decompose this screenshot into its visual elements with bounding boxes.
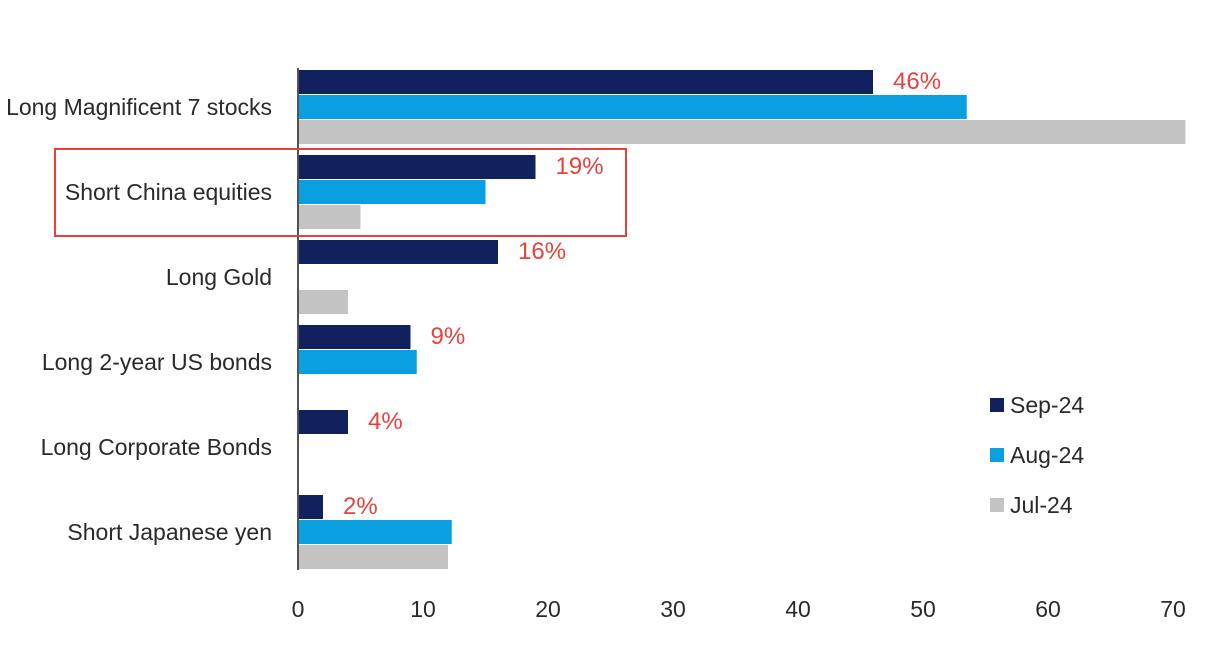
data-label-short-japanese-yen: 2% bbox=[343, 493, 378, 520]
legend-label-sep-24: Sep-24 bbox=[1010, 392, 1084, 418]
bar-long-2-year-us-bonds-sep-24 bbox=[299, 325, 411, 349]
x-tick-label-50: 50 bbox=[910, 596, 936, 622]
bar-short-japanese-yen-jul-24 bbox=[299, 545, 448, 569]
x-tick-label-30: 30 bbox=[660, 596, 686, 622]
category-label-long-gold: Long Gold bbox=[166, 264, 272, 290]
bar-long-magnificent-7-stocks-aug-24 bbox=[299, 95, 967, 119]
bar-short-china-equities-jul-24 bbox=[299, 205, 361, 229]
bar-long-gold-jul-24 bbox=[299, 290, 348, 314]
bar-short-china-equities-sep-24 bbox=[299, 155, 536, 179]
bars-layer bbox=[299, 70, 1186, 569]
bar-long-corporate-bonds-sep-24 bbox=[299, 410, 348, 434]
legend-label-jul-24: Jul-24 bbox=[1010, 492, 1073, 518]
x-tick-label-10: 10 bbox=[410, 596, 436, 622]
legend-swatch-jul-24 bbox=[990, 498, 1004, 512]
data-label-long-corporate-bonds: 4% bbox=[368, 408, 403, 435]
highlight-layer bbox=[54, 148, 627, 237]
category-label-long-corporate-bonds: Long Corporate Bonds bbox=[41, 434, 272, 460]
legend-swatch-aug-24 bbox=[990, 448, 1004, 462]
bar-short-japanese-yen-sep-24 bbox=[299, 495, 323, 519]
bar-long-gold-sep-24 bbox=[299, 240, 498, 264]
x-tick-label-0: 0 bbox=[292, 596, 305, 622]
labels-layer: Long Magnificent 7 stocks 46% Short China … bbox=[6, 68, 1186, 622]
bar-long-2-year-us-bonds-aug-24 bbox=[299, 350, 417, 374]
category-label-long-2-year-us-bonds: Long 2-year US bonds bbox=[42, 349, 272, 375]
legend-swatch-sep-24 bbox=[990, 398, 1004, 412]
category-label-short-japanese-yen: Short Japanese yen bbox=[67, 519, 272, 545]
bar-long-magnificent-7-stocks-sep-24 bbox=[299, 70, 873, 94]
category-label-short-china-equities: Short China equities bbox=[65, 179, 272, 205]
category-label-long-magnificent-7-stocks: Long Magnificent 7 stocks bbox=[6, 94, 272, 120]
x-tick-label-70: 70 bbox=[1160, 596, 1186, 622]
bar-short-china-equities-aug-24 bbox=[299, 180, 486, 204]
highlight-box bbox=[54, 148, 627, 237]
bar-short-japanese-yen-aug-24 bbox=[299, 520, 452, 544]
legend: Sep-24 Aug-24 Jul-24 bbox=[990, 392, 1084, 518]
data-label-long-gold: 16% bbox=[518, 238, 566, 265]
legend-label-aug-24: Aug-24 bbox=[1010, 442, 1084, 468]
x-tick-label-40: 40 bbox=[785, 596, 811, 622]
x-tick-label-60: 60 bbox=[1035, 596, 1061, 622]
data-label-long-2-year-us-bonds: 9% bbox=[431, 323, 466, 350]
x-tick-label-20: 20 bbox=[535, 596, 561, 622]
bar-long-magnificent-7-stocks-jul-24 bbox=[299, 120, 1186, 144]
data-label-long-magnificent-7-stocks: 46% bbox=[893, 68, 941, 95]
data-label-short-china-equities: 19% bbox=[556, 153, 604, 180]
